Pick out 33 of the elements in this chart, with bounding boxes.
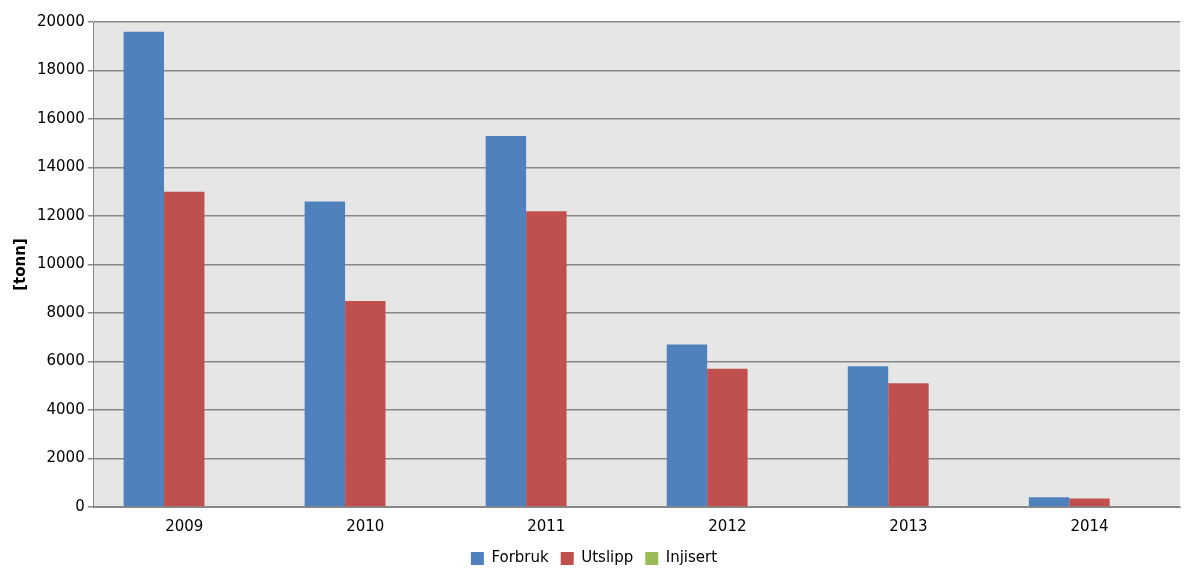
- bar: [526, 211, 567, 507]
- legend-label: Utslipp: [581, 548, 634, 567]
- bar: [1069, 498, 1110, 507]
- legend-label: Injisert: [665, 548, 718, 567]
- y-tick-label: 2000: [46, 448, 85, 467]
- bar: [304, 201, 346, 507]
- y-tick-label: 10000: [37, 254, 85, 273]
- x-tick-label: 2014: [1070, 516, 1109, 535]
- y-tick-label: 18000: [37, 60, 85, 79]
- y-tick-label: 6000: [46, 351, 85, 370]
- x-tick-label: 2010: [346, 516, 385, 535]
- x-tick-label: 2011: [527, 516, 566, 535]
- y-axis-title: [tonn]: [10, 238, 29, 291]
- bar: [345, 300, 386, 507]
- y-tick-label: 14000: [37, 157, 85, 176]
- x-tick-label: 2009: [165, 516, 204, 535]
- bar: [707, 368, 748, 507]
- x-tick-label: 2012: [708, 516, 747, 535]
- y-tick-label: 20000: [37, 11, 85, 30]
- y-tick-label: 4000: [46, 399, 85, 418]
- y-tick-label: 12000: [37, 205, 85, 224]
- y-tick-label: 8000: [46, 302, 85, 321]
- bar: [1028, 497, 1070, 507]
- bar: [164, 191, 205, 507]
- x-tick-label: 2013: [889, 516, 928, 535]
- bar: [888, 383, 929, 507]
- legend-label: Forbruk: [491, 548, 550, 567]
- bar: [123, 31, 165, 507]
- bar: [847, 366, 889, 507]
- bar: [666, 344, 708, 507]
- bar: [485, 135, 527, 507]
- y-tick-label: 16000: [37, 108, 85, 127]
- y-tick-label: 0: [75, 496, 85, 515]
